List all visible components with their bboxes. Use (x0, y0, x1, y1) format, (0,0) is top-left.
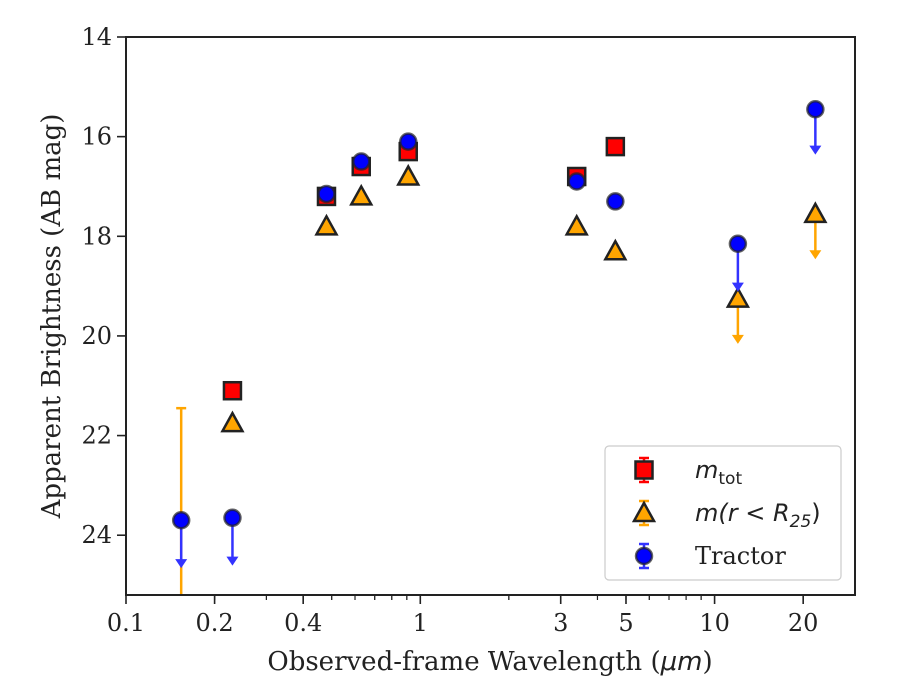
data-point (567, 172, 586, 191)
legend-label-main: m (695, 456, 718, 484)
data-point (351, 152, 371, 171)
upper-limit-arrow (731, 334, 744, 344)
legend-label-sub: tot (718, 469, 742, 489)
y-tick-label: 16 (81, 123, 112, 151)
data-point (398, 132, 418, 151)
upper-limit-arrow (226, 556, 239, 566)
legend-label-main: Tractor (695, 542, 786, 570)
x-tick-label: 0.4 (284, 609, 322, 637)
y-tick-label: 18 (81, 222, 112, 250)
axes-frame (125, 36, 856, 596)
legend: mtot m(r < R25) Tractor (604, 445, 842, 581)
upper-limit-arrow (175, 559, 188, 569)
data-point (223, 508, 242, 528)
upper-limit-arrow (809, 250, 822, 260)
y-axis-title: Apparent Brightness (AB mag) (37, 114, 67, 520)
y-tick-label: 22 (81, 422, 112, 450)
data-point (603, 238, 628, 261)
legend-entry-tractor: Tractor (634, 542, 786, 570)
x-tick-label: 5 (618, 609, 633, 637)
series-tractor (171, 99, 825, 569)
legend-entry-mtot: mtot (634, 456, 742, 489)
data-point (317, 184, 336, 204)
data-point (349, 183, 374, 206)
legend-entry-mr25: m(r < R25) (631, 499, 821, 532)
x-tick-label: 0.1 (107, 609, 145, 637)
legend-marker (634, 546, 654, 566)
legend-label: mtot (695, 456, 742, 489)
data-point (396, 163, 421, 186)
legend-label: m(r < R25) (695, 499, 821, 532)
data-point (728, 234, 748, 254)
x-tick-label: 1 (413, 609, 428, 637)
x-tick-label: 20 (788, 609, 819, 637)
legend-label-tail: ) (811, 499, 820, 527)
axes: 0.1 0.2 0.4 1 3 5 10 20 14 16 18 20 22 24 (81, 23, 856, 637)
data-point (564, 213, 589, 236)
x-axis-title-main: Observed-frame Wavelength ( (267, 647, 660, 677)
x-tick-label: 3 (553, 609, 568, 637)
data-point (806, 99, 825, 119)
data-point (222, 380, 243, 401)
x-tick-label: 10 (699, 609, 730, 637)
upper-limit-arrow (809, 145, 822, 155)
data-marks (171, 99, 828, 595)
y-tick-label: 20 (81, 322, 112, 350)
data-point (725, 285, 751, 308)
data-point (220, 410, 245, 433)
y-tick-label: 14 (81, 23, 112, 51)
data-point (605, 136, 626, 157)
data-point (171, 511, 191, 530)
data-point (314, 213, 339, 236)
x-axis-title-end: ) (702, 647, 712, 677)
x-axis-title-unit: μm (660, 647, 703, 677)
legend-label-main: m(r < R (695, 499, 790, 527)
legend-box (604, 445, 842, 581)
data-point (606, 192, 625, 211)
legend-marker (631, 500, 657, 523)
legend-label: Tractor (695, 542, 786, 570)
x-tick-label: 0.2 (196, 609, 234, 637)
x-axis-title: Observed-frame Wavelength (μm) (267, 647, 712, 677)
data-point (803, 201, 828, 224)
legend-label-sub: 25 (790, 512, 812, 532)
upper-limit-arrow (731, 282, 744, 292)
legend-marker (634, 460, 654, 480)
y-tick-label: 24 (81, 521, 112, 549)
